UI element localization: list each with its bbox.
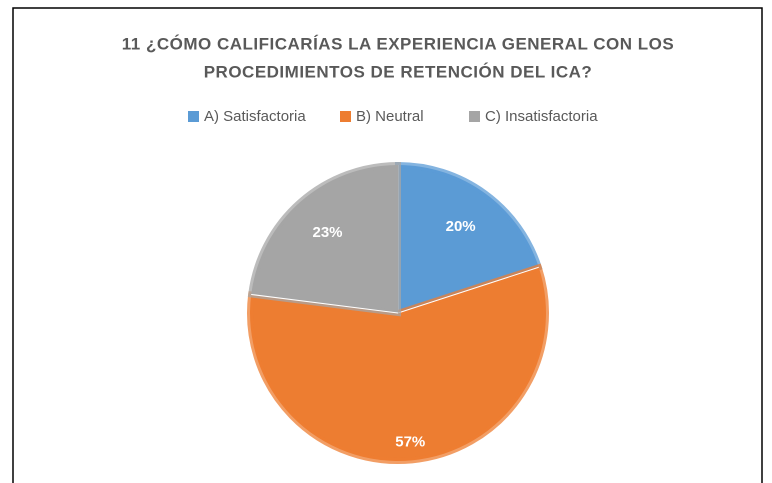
data-label: 57%	[395, 434, 425, 451]
slice-separator	[251, 293, 399, 314]
data-label: 23%	[313, 224, 343, 241]
data-label: 20%	[446, 218, 476, 235]
chart-frame	[12, 7, 763, 483]
slice-separator	[397, 266, 539, 314]
legend-swatch	[188, 111, 199, 122]
legend-swatch	[469, 111, 480, 122]
pie-slice	[247, 161, 401, 317]
pie-slice	[247, 263, 549, 464]
legend-swatch	[340, 111, 351, 122]
legend-label: B) Neutral	[356, 108, 424, 125]
legend-label: A) Satisfactoria	[204, 108, 306, 125]
chart-title: PROCEDIMIENTOS DE RETENCIÓN DEL ICA?	[204, 62, 593, 81]
chart-title: 11 ¿CÓMO CALIFICARÍAS LA EXPERIENCIA GEN…	[122, 34, 674, 53]
legend-label: C) Insatisfactoria	[485, 108, 598, 125]
